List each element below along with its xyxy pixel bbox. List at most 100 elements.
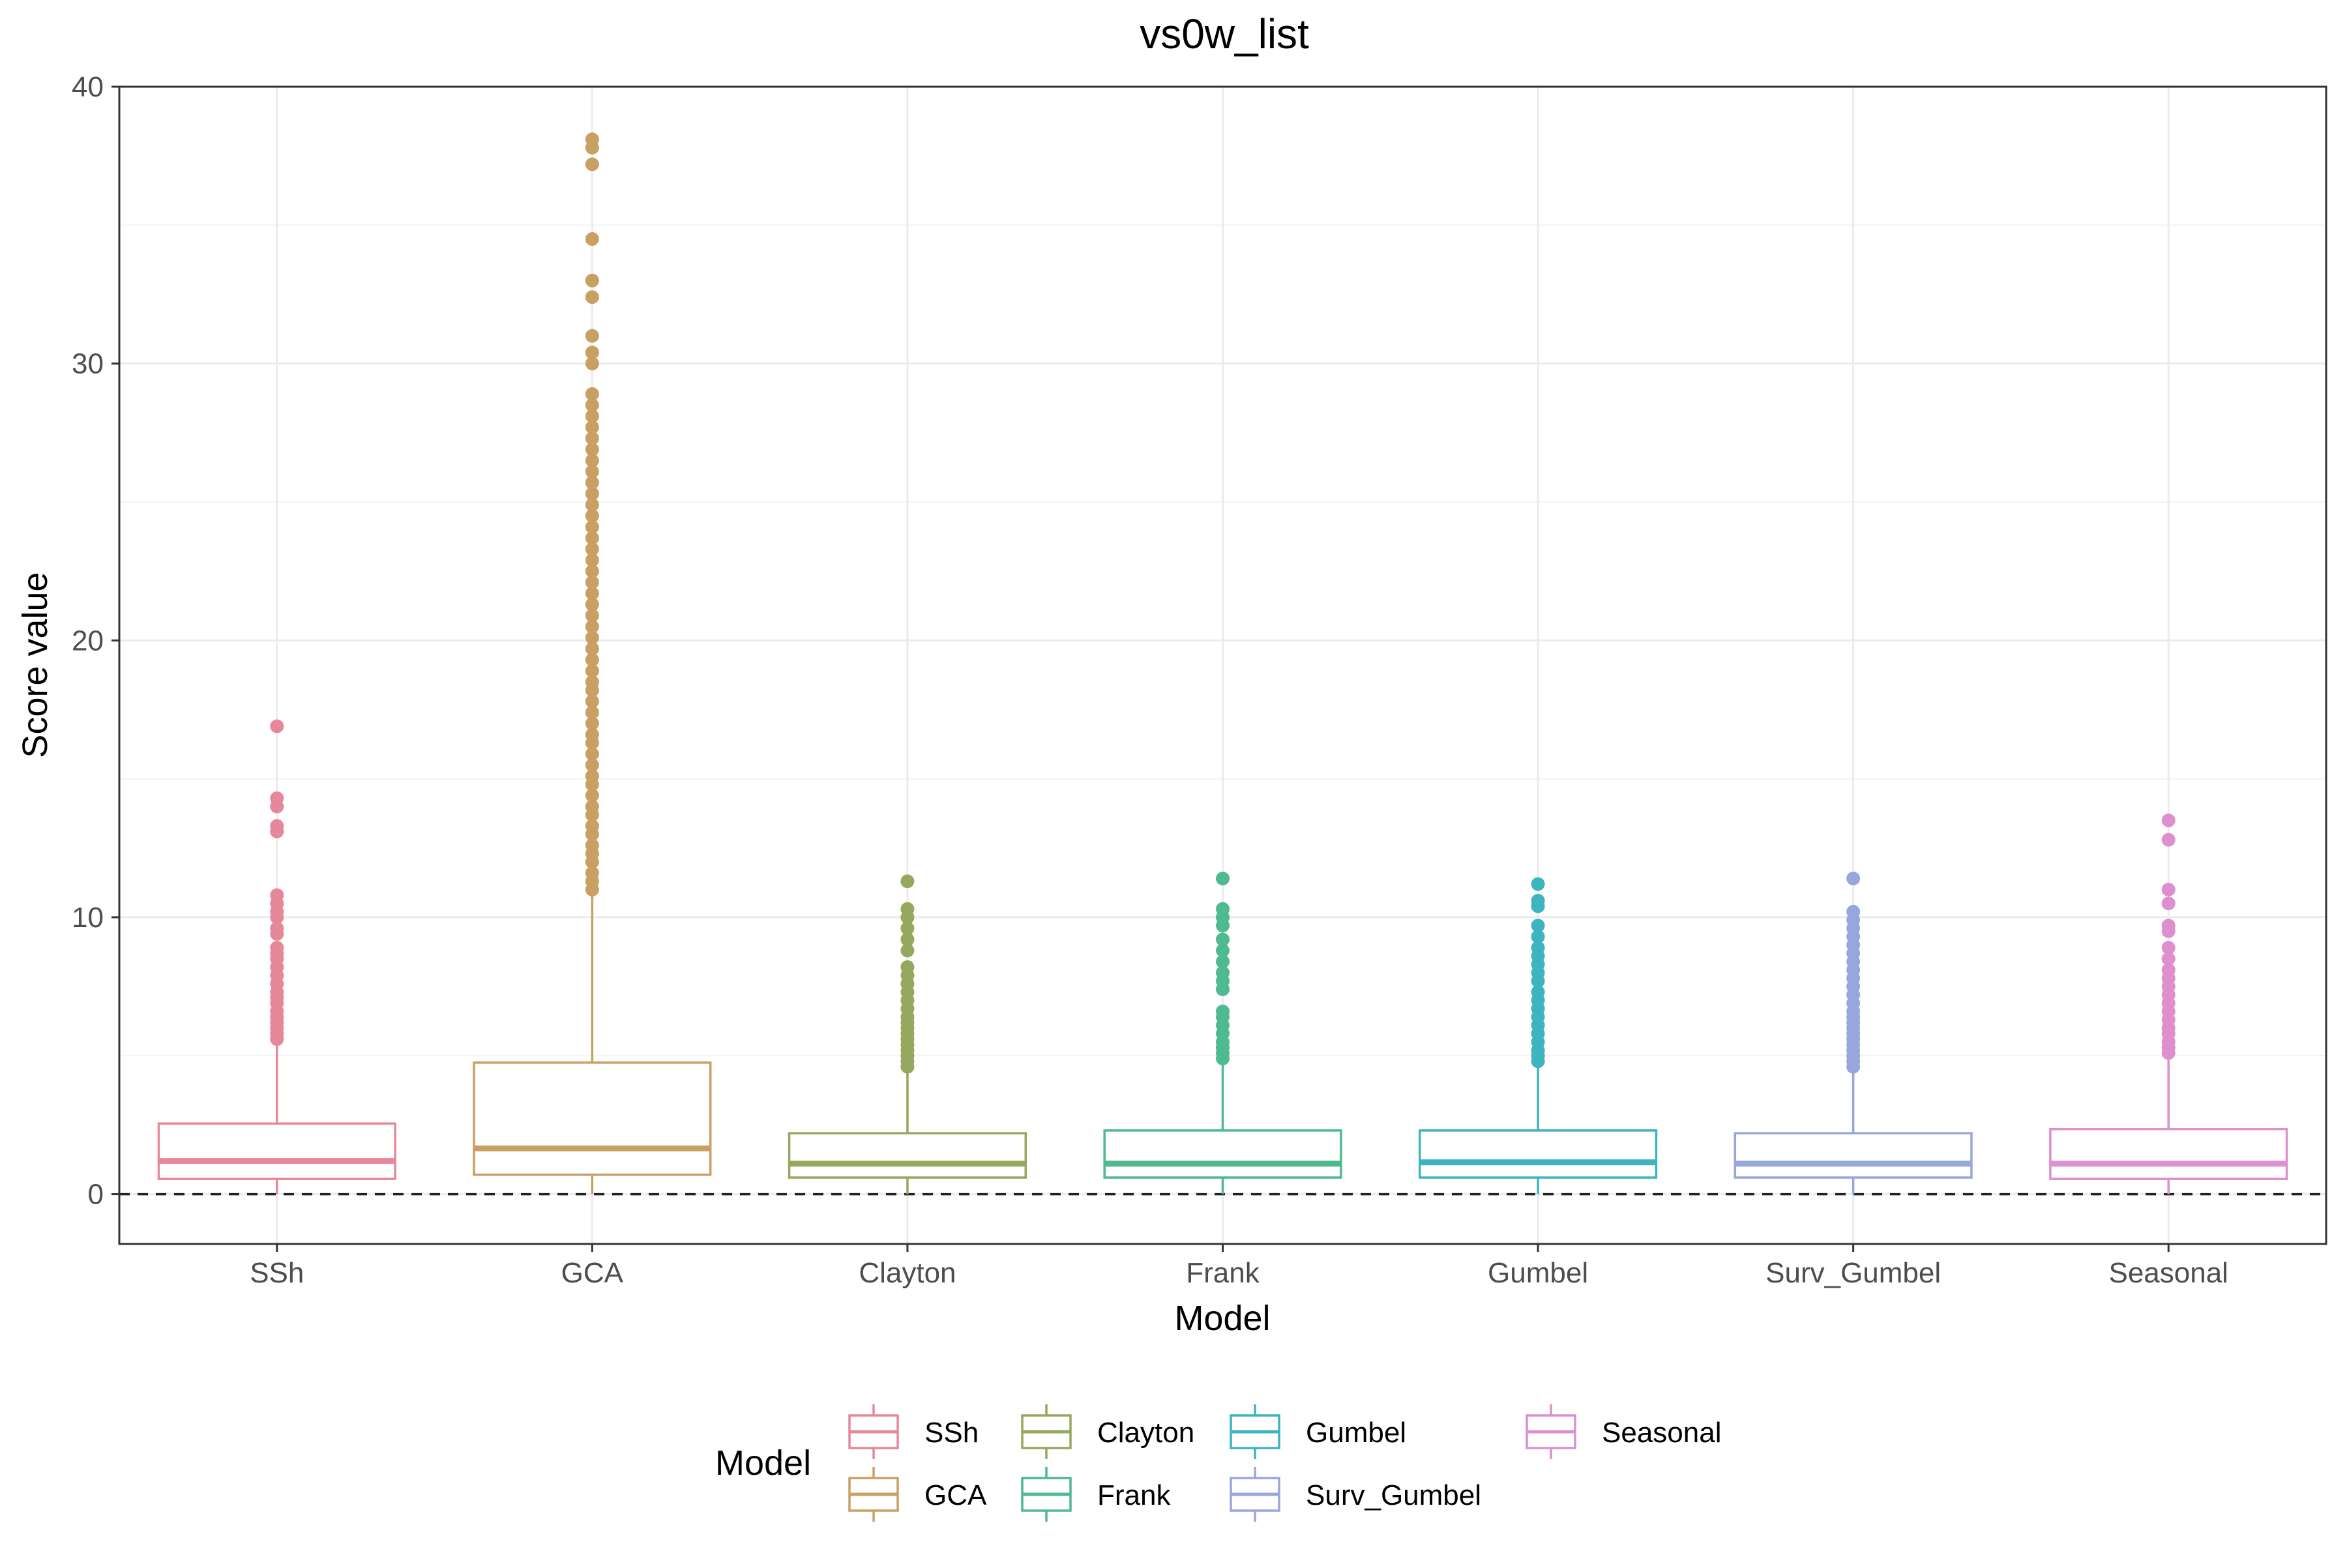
legend-title: Model <box>715 1443 811 1483</box>
outlier-point <box>1531 941 1545 955</box>
outlier-point <box>585 442 599 456</box>
outlier-point <box>2161 952 2176 966</box>
outlier-point <box>585 608 599 623</box>
outlier-point <box>585 575 599 589</box>
y-axis-label: Score value <box>16 572 55 758</box>
legend-item-ssh: SSh <box>848 1404 979 1459</box>
x-axis-label: Model <box>1174 1299 1270 1338</box>
outlier-point <box>585 531 599 545</box>
outlier-point <box>585 157 599 171</box>
outlier-point <box>585 675 599 689</box>
outlier-point <box>585 838 599 853</box>
outlier-point <box>585 520 599 534</box>
outlier-point <box>1216 902 1230 916</box>
outlier-point <box>585 747 599 761</box>
legend-item-frank: Frank <box>1021 1467 1171 1522</box>
outlier-point <box>585 486 599 501</box>
box-layer <box>157 132 2288 1194</box>
outlier-point <box>270 819 284 833</box>
outlier-point <box>1216 932 1230 947</box>
outlier-point <box>585 431 599 445</box>
outlier-point <box>585 290 599 304</box>
legend-label: Clayton <box>1097 1417 1194 1449</box>
outlier-point <box>585 597 599 612</box>
outlier-point <box>1216 954 1230 969</box>
outlier-point <box>270 888 284 902</box>
box-seasonal <box>2049 813 2288 1194</box>
box-frank <box>1103 871 1342 1194</box>
box-iqr <box>788 1132 1027 1179</box>
outlier-point <box>585 497 599 512</box>
box-ssh <box>157 719 396 1194</box>
outlier-point <box>2161 882 2176 896</box>
outlier-point <box>585 232 599 246</box>
box-iqr <box>2049 1128 2288 1180</box>
legend-item-clayton: Clayton <box>1021 1404 1194 1459</box>
outlier-point <box>900 943 915 958</box>
outlier-point <box>900 932 915 947</box>
legend-item-seasonal: Seasonal <box>1526 1404 1721 1459</box>
outlier-point <box>585 642 599 656</box>
x-tick-label: Seasonal <box>2108 1257 2228 1289</box>
legend-item-gca: GCA <box>848 1467 987 1522</box>
box-iqr <box>1103 1129 1342 1179</box>
outlier-point <box>585 705 599 720</box>
box-iqr <box>473 1061 712 1176</box>
outlier-point <box>585 453 599 467</box>
outlier-point <box>585 586 599 600</box>
box-gumbel <box>1418 877 1658 1194</box>
chart-title: vs0w_list <box>1140 10 1309 57</box>
outlier-point <box>2161 833 2176 847</box>
box-gca <box>473 132 712 1194</box>
y-tick-label: 10 <box>72 902 104 934</box>
outlier-point <box>585 409 599 423</box>
outlier-point <box>900 902 915 916</box>
legend-label: Surv_Gumbel <box>1306 1479 1481 1511</box>
outlier-point <box>585 420 599 434</box>
outlier-point <box>585 758 599 772</box>
outlier-point <box>585 464 599 479</box>
outlier-point <box>2161 963 2176 977</box>
outlier-point <box>585 357 599 371</box>
legend-label: GCA <box>924 1479 987 1511</box>
outlier-point <box>1846 871 1861 885</box>
box-iqr <box>1418 1129 1658 1179</box>
outlier-point <box>2161 919 2176 933</box>
box-iqr <box>1734 1132 1973 1179</box>
x-tick-label: Frank <box>1186 1257 1260 1289</box>
outlier-point <box>585 653 599 667</box>
outlier-point <box>585 346 599 360</box>
legend-label: SSh <box>924 1417 979 1449</box>
outlier-point <box>1531 985 1545 999</box>
outlier-point <box>1216 966 1230 980</box>
y-tick-label: 40 <box>72 71 104 103</box>
outlier-point <box>585 509 599 523</box>
outlier-point <box>585 475 599 490</box>
outlier-point <box>585 728 599 742</box>
y-tick-label: 0 <box>88 1179 104 1211</box>
outlier-point <box>585 694 599 709</box>
box-iqr <box>157 1122 396 1180</box>
y-axis-ticks: 0 10 20 30 40 <box>72 71 119 1211</box>
outlier-point <box>2161 941 2176 955</box>
x-tick-label: Surv_Gumbel <box>1765 1257 1941 1289</box>
outlier-point <box>585 819 599 833</box>
box-surv-gumbel <box>1734 871 1973 1194</box>
legend-label: Gumbel <box>1306 1417 1406 1449</box>
legend-label: Frank <box>1097 1479 1171 1511</box>
outlier-point <box>585 630 599 645</box>
outlier-point <box>585 564 599 578</box>
outlier-point <box>585 132 599 147</box>
legend-label: Seasonal <box>1602 1417 1721 1449</box>
outlier-point <box>585 769 599 783</box>
outlier-point <box>585 717 599 731</box>
legend-item-gumbel: Gumbel <box>1230 1404 1406 1459</box>
outlier-point <box>585 542 599 556</box>
outlier-point <box>1216 1004 1230 1018</box>
outlier-point <box>1531 930 1545 944</box>
outlier-point <box>1531 919 1545 933</box>
legend-item-surv-gumbel: Surv_Gumbel <box>1230 1467 1481 1522</box>
outlier-point <box>585 799 599 814</box>
